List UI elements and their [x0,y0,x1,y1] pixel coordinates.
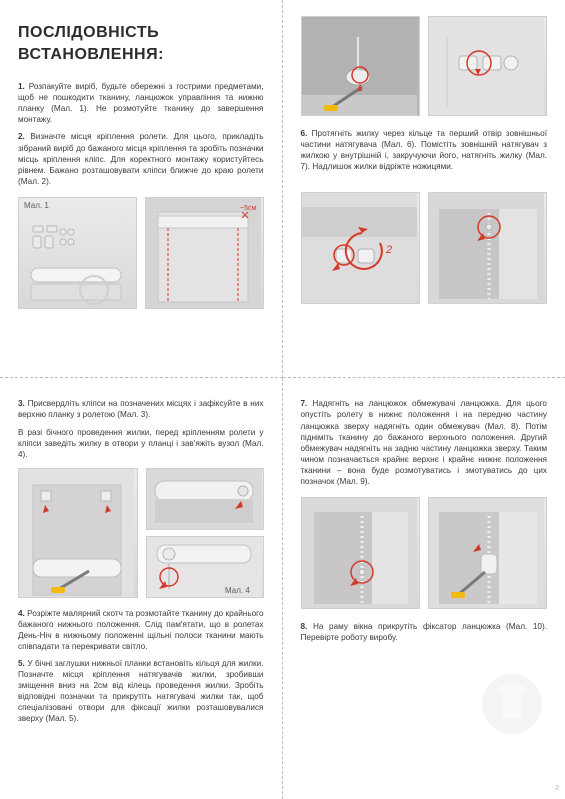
page-number: 2 [555,784,559,793]
step-4: 4. Розріжте малярний скотч та розмотайте… [18,608,264,652]
figs-3-4: Мал. 3 [18,468,264,598]
fig-7: Мал. 7 2 [301,192,420,304]
figs-5-6: Мал. 5 Мал. 6 [301,16,548,116]
fig-3: Мал. 3 [18,468,138,598]
fig-7-art: 2 [302,193,417,304]
fig-2: Мал. 2 ~5см [145,197,264,309]
fig-8: Мал. 8 [428,192,547,304]
fig-6: Мал. 6 [428,16,547,116]
figs-7-8: Мал. 7 2 Мал. 8 [301,192,548,304]
fig-5: Мал. 5 [301,16,420,116]
fig-7-annotation: 2 [385,244,392,256]
quadrant-bottom-left: 3. Присвердліть кліпси на позначених міс… [0,378,283,799]
step-8: 8. На раму вікна прикрутіть фіксатор лан… [301,621,548,643]
fig-1-art [19,198,134,309]
step-6: 6. Протягніть жилку через кільце та перш… [301,128,548,172]
fig-4-stack: Мал. 4 [146,468,264,598]
step-7: 7. Надягніть на ланцюжок обмежувачі ланц… [301,398,548,487]
fig-3-art [19,469,134,598]
fig-10: Мал. 10 [428,497,547,609]
fig-10-art [429,498,544,609]
fig-1: Мал. 1 [18,197,137,309]
figs-9-10: Мал. 9 Мал. 10 [301,497,548,609]
step-3: 3. Присвердліть кліпси на позначених міс… [18,398,264,420]
fig-9: Мал. 9 [301,497,420,609]
fig-4a [146,468,264,530]
quadrant-bottom-right: 7. Надягніть на ланцюжок обмежувачі ланц… [283,378,565,799]
fig-2-art: ~5см [146,198,261,309]
fig-6-art [429,17,544,116]
fig-9-art [302,498,417,609]
step-1: 1. Розпакуйте виріб, будьте обережні з г… [18,81,264,125]
fig-5-art [302,17,417,116]
step-2: 2. Визначте місця кріплення ролети. Для … [18,131,264,186]
fig-4-label: Мал. 4 [225,586,250,595]
fig-4b-art: Мал. 4 [147,537,262,598]
quadrant-top-left: ПОСЛІДОВНІСТЬ ВСТАНОВЛЕННЯ: 1. Розпакуйт… [0,0,283,378]
quadrant-top-right: Мал. 5 Мал. 6 [283,0,565,378]
step-5: 5. У бічні заглушки нижньої планки встан… [18,658,264,724]
fig-4a-art [147,469,262,530]
fig-8-art [429,193,544,304]
step-3b: В разі бічного проведення жилки, перед к… [18,427,264,460]
fig-4b: Мал. 4 [146,536,264,598]
page-heading: ПОСЛІДОВНІСТЬ ВСТАНОВЛЕННЯ: [18,22,264,65]
page-grid: ПОСЛІДОВНІСТЬ ВСТАНОВЛЕННЯ: 1. Розпакуйт… [0,0,565,799]
watermark-icon [477,669,547,739]
figs-1-2: Мал. 1 Мал. 2 [18,197,264,309]
fig-2-annotation: ~5см [240,205,256,212]
